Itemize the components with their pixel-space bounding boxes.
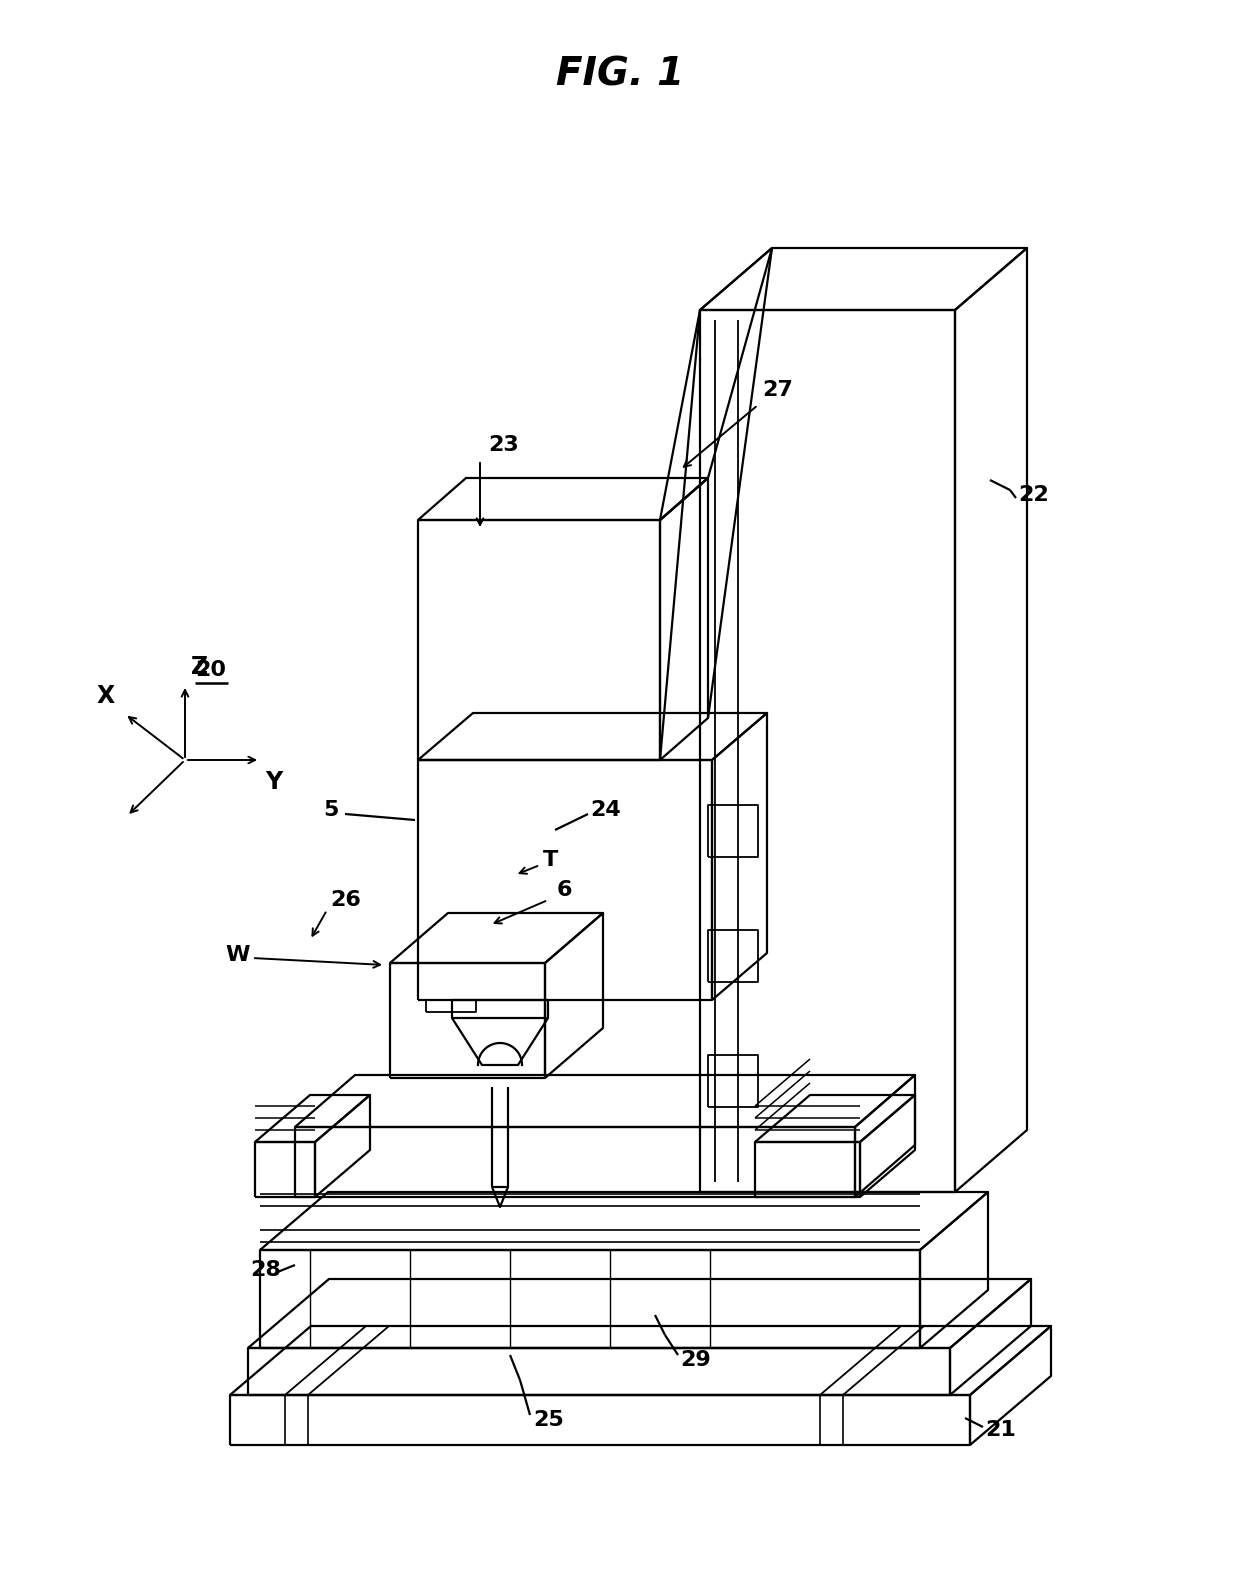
Text: 5: 5 bbox=[322, 800, 339, 821]
Text: T: T bbox=[543, 850, 558, 869]
Text: 21: 21 bbox=[985, 1420, 1016, 1440]
Text: 28: 28 bbox=[250, 1261, 281, 1280]
Text: W: W bbox=[224, 945, 249, 965]
Text: FIG. 1: FIG. 1 bbox=[556, 57, 684, 94]
Text: X: X bbox=[97, 684, 115, 707]
Text: 6: 6 bbox=[557, 880, 573, 901]
Text: 23: 23 bbox=[489, 435, 518, 454]
Text: 22: 22 bbox=[1018, 486, 1049, 505]
Text: 25: 25 bbox=[533, 1410, 564, 1431]
Text: Y: Y bbox=[265, 770, 283, 794]
Text: 26: 26 bbox=[330, 890, 361, 910]
Text: 24: 24 bbox=[590, 800, 621, 821]
Text: Z: Z bbox=[191, 656, 208, 679]
Text: 27: 27 bbox=[763, 380, 792, 399]
Text: 20: 20 bbox=[195, 660, 226, 681]
Text: 29: 29 bbox=[680, 1350, 711, 1371]
